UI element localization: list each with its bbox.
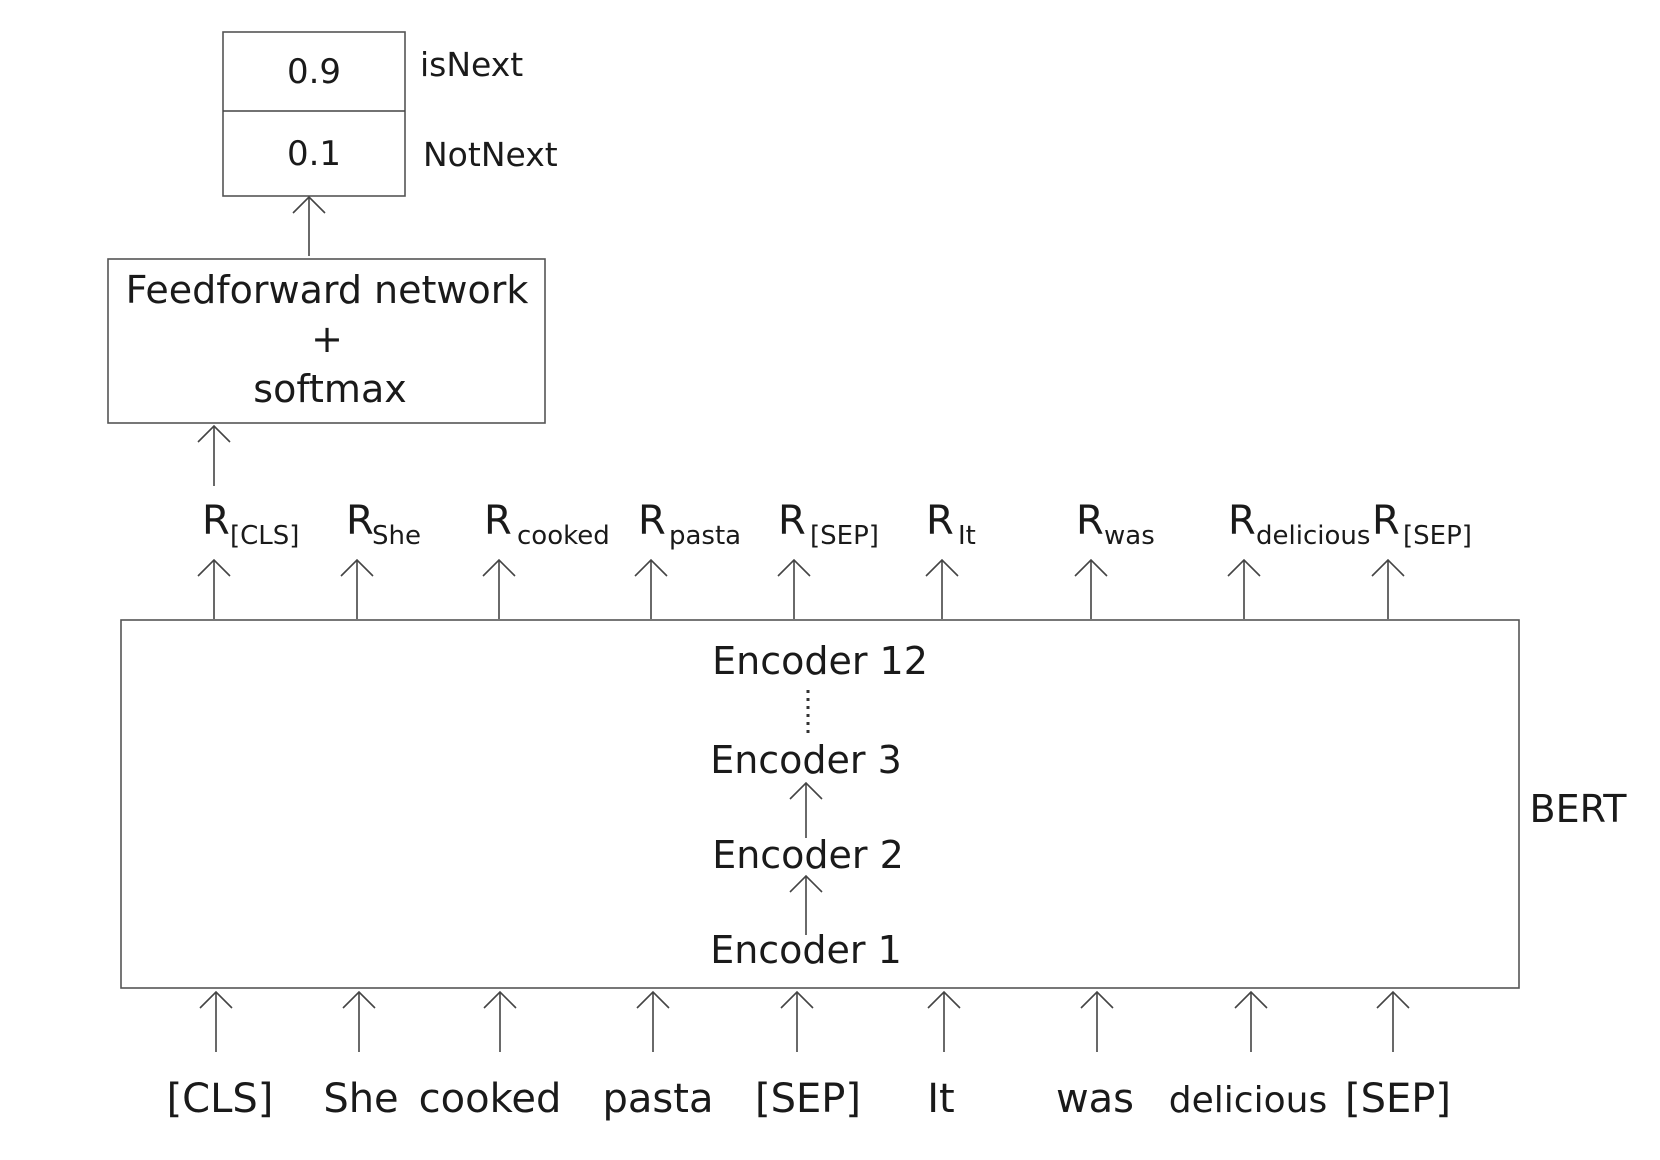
ffn-to-output-arrow [292, 195, 326, 256]
token-to-bert-arrow [342, 990, 376, 1052]
bert-to-representation-arrow [482, 558, 516, 619]
isnext-probability: 0.9 [287, 52, 341, 92]
bert-to-representation-arrow [1227, 558, 1261, 619]
representation-subscript: pasta [669, 521, 741, 551]
input-token: She [323, 1076, 398, 1122]
representation-4: R [SEP] [778, 498, 879, 551]
representation-subscript: She [372, 521, 421, 551]
bert-box [120, 619, 1520, 989]
token-to-bert-arrow [1234, 990, 1268, 1052]
encoder-12-label: Encoder 12 [712, 639, 928, 683]
input-token: [CLS] [167, 1076, 274, 1122]
representation-arrows [197, 558, 1405, 619]
encoder-3-label: Encoder 3 [710, 738, 902, 782]
representation-base: R [1372, 498, 1400, 544]
representation-0: R [CLS] [202, 498, 299, 551]
bert-to-representation-arrow [1074, 558, 1108, 619]
token-to-bert-arrow [636, 990, 670, 1052]
token-to-bert-arrow [780, 990, 814, 1052]
representation-5: R It [926, 498, 976, 551]
representation-subscript: cooked [517, 521, 610, 551]
representation-base: R [484, 498, 512, 544]
representation-subscript: [SEP] [810, 521, 879, 551]
feedforward-box [107, 258, 546, 424]
input-token: [SEP] [1345, 1076, 1451, 1122]
ffn-title: Feedforward network [126, 268, 529, 312]
notnext-probability: 0.1 [287, 134, 341, 174]
bert-to-representation-arrow [777, 558, 811, 619]
ffn-plus: + [311, 317, 343, 361]
input-token: [SEP] [755, 1076, 861, 1122]
bert-label: BERT [1530, 787, 1628, 831]
token-to-bert-arrow [199, 990, 233, 1052]
token-to-bert-arrow [927, 990, 961, 1052]
representation-base: R [1076, 498, 1104, 544]
representation-subscript: was [1104, 521, 1155, 551]
cls-to-ffn-arrow [197, 424, 231, 486]
representation-base: R [638, 498, 666, 544]
bert-to-representation-arrow [1371, 558, 1405, 619]
probability-box [222, 31, 406, 197]
input-tokens: [CLS] She cooked pasta [SEP] It was delicious [S… [167, 1076, 1451, 1122]
notnext-label: NotNext [423, 135, 558, 174]
input-token: It [927, 1076, 954, 1122]
token-to-bert-arrow [1376, 990, 1410, 1052]
representation-base: R [778, 498, 806, 544]
encoder-2-label: Encoder 2 [712, 833, 904, 877]
representation-8: R [SEP] [1372, 498, 1472, 551]
representation-base: R [1228, 498, 1256, 544]
bert-to-representation-arrow [925, 558, 959, 619]
bert-to-representation-arrow [340, 558, 374, 619]
probability-output: 0.9 0.1 isNext NotNext [222, 31, 558, 197]
input-token: cooked [419, 1076, 562, 1122]
representation-base: R [926, 498, 954, 544]
bert-model: Encoder 12 Encoder 3 Encoder 2 Encoder 1… [120, 619, 1628, 989]
token-to-bert-arrow [483, 990, 517, 1052]
token-arrows [199, 990, 1410, 1052]
representation-subscript: [CLS] [230, 521, 299, 551]
ffn-softmax: softmax [253, 367, 406, 411]
representation-subscript: It [958, 521, 976, 551]
representation-subscript: [SEP] [1403, 521, 1472, 551]
encoder-2-to-3-arrow [789, 781, 823, 838]
representation-base: R [202, 498, 230, 544]
token-to-bert-arrow [1080, 990, 1114, 1052]
encoder-1-to-2-arrow [789, 874, 823, 935]
bert-to-representation-arrow [197, 558, 231, 619]
encoder-1-label: Encoder 1 [710, 928, 902, 972]
representation-subscript: delicious [1256, 521, 1370, 551]
representation-base: R [346, 498, 374, 544]
isnext-label: isNext [420, 45, 523, 84]
bert-to-representation-arrow [634, 558, 668, 619]
input-token: delicious [1169, 1080, 1327, 1121]
input-token: pasta [603, 1076, 714, 1122]
input-token: was [1056, 1076, 1134, 1122]
feedforward-softmax-block: Feedforward network + softmax [107, 258, 546, 424]
